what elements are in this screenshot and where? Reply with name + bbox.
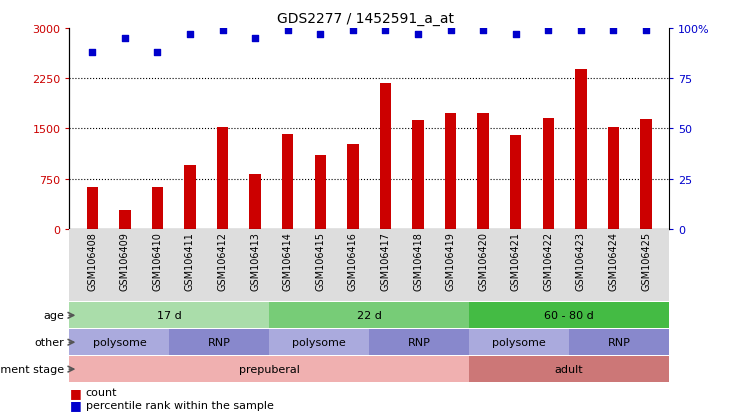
Text: GSM106417: GSM106417 — [380, 231, 390, 290]
Point — [575, 28, 587, 34]
Text: GSM106415: GSM106415 — [315, 231, 325, 290]
Text: polysome: polysome — [492, 337, 546, 347]
Text: GSM106412: GSM106412 — [218, 231, 227, 290]
Point — [510, 32, 522, 38]
Bar — [575, 70, 586, 229]
Point — [282, 28, 294, 34]
Text: percentile rank within the sample: percentile rank within the sample — [86, 400, 273, 410]
Text: 22 d: 22 d — [357, 311, 382, 320]
Point — [347, 28, 359, 34]
Point — [640, 28, 652, 34]
Text: GSM106411: GSM106411 — [185, 231, 195, 290]
Text: GSM106416: GSM106416 — [348, 231, 358, 290]
Point — [216, 28, 228, 34]
Bar — [379, 84, 391, 229]
Bar — [640, 120, 652, 229]
Bar — [184, 166, 196, 229]
Point — [86, 50, 98, 56]
Bar — [412, 121, 424, 229]
Text: RNP: RNP — [208, 337, 231, 347]
Text: GSM106419: GSM106419 — [446, 231, 455, 290]
Bar — [510, 136, 521, 229]
Point — [607, 28, 619, 34]
Text: other: other — [34, 337, 64, 347]
Point — [477, 28, 489, 34]
Text: development stage: development stage — [0, 364, 64, 374]
Point — [249, 36, 261, 42]
Bar — [282, 134, 293, 229]
Bar — [314, 156, 326, 229]
Point — [444, 28, 456, 34]
Text: adult: adult — [555, 364, 583, 374]
Text: RNP: RNP — [408, 337, 431, 347]
Text: polysome: polysome — [292, 337, 346, 347]
Point — [119, 36, 131, 42]
Bar — [477, 114, 489, 229]
Text: GSM106423: GSM106423 — [576, 231, 586, 290]
Bar — [347, 145, 359, 229]
Point — [314, 32, 326, 38]
Text: polysome: polysome — [93, 337, 146, 347]
Bar — [217, 128, 228, 229]
Text: GSM106421: GSM106421 — [511, 231, 520, 290]
Text: GSM106409: GSM106409 — [120, 231, 130, 290]
Point — [542, 28, 554, 34]
Text: 60 - 80 d: 60 - 80 d — [544, 311, 594, 320]
Text: GSM106420: GSM106420 — [478, 231, 488, 290]
Text: count: count — [86, 387, 117, 397]
Bar — [249, 174, 261, 229]
Point — [379, 28, 391, 34]
Text: prepuberal: prepuberal — [239, 364, 300, 374]
Text: GSM106414: GSM106414 — [283, 231, 292, 290]
Text: age: age — [43, 311, 64, 320]
Point — [184, 32, 196, 38]
Text: ■: ■ — [69, 386, 81, 399]
Text: RNP: RNP — [607, 337, 630, 347]
Point — [412, 32, 424, 38]
Text: 17 d: 17 d — [157, 311, 182, 320]
Text: GSM106408: GSM106408 — [87, 231, 97, 290]
Bar — [152, 188, 163, 229]
Bar — [445, 114, 456, 229]
Bar — [542, 119, 554, 229]
Bar — [86, 188, 98, 229]
Text: ■: ■ — [69, 398, 81, 411]
Text: GSM106422: GSM106422 — [543, 231, 553, 290]
Text: GSM106418: GSM106418 — [413, 231, 423, 290]
Text: GSM106410: GSM106410 — [152, 231, 162, 290]
Bar — [119, 211, 131, 229]
Text: GDS2277 / 1452591_a_at: GDS2277 / 1452591_a_at — [277, 12, 454, 26]
Text: GSM106425: GSM106425 — [641, 231, 651, 290]
Bar — [607, 128, 619, 229]
Point — [151, 50, 163, 56]
Text: GSM106413: GSM106413 — [250, 231, 260, 290]
Text: GSM106424: GSM106424 — [608, 231, 618, 290]
